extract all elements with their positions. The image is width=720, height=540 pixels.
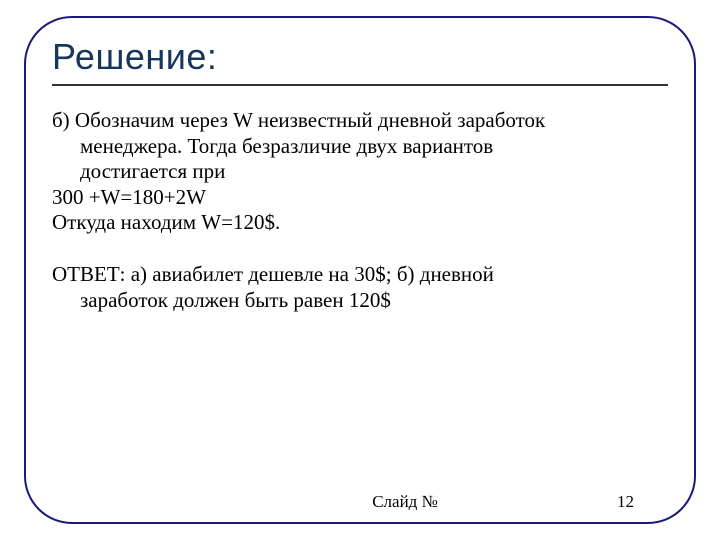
paragraph-line: достигается при bbox=[52, 159, 668, 185]
footer-label: Слайд № bbox=[372, 492, 438, 512]
slide-body: б) Обозначим через W неизвестный дневной… bbox=[52, 108, 668, 313]
answer-line: ОТВЕТ: а) авиабилет дешевле на 30$; б) д… bbox=[52, 262, 668, 288]
equation-line: 300 +W=180+2W bbox=[52, 185, 668, 211]
answer-line: заработок должен быть равен 120$ bbox=[52, 288, 668, 314]
slide-title: Решение: bbox=[52, 36, 668, 86]
answer-block: ОТВЕТ: а) авиабилет дешевле на 30$; б) д… bbox=[52, 262, 668, 313]
result-line: Откуда находим W=120$. bbox=[52, 210, 668, 236]
paragraph-line: менеджера. Тогда безразличие двух вариан… bbox=[52, 134, 668, 160]
slide-footer: Слайд № 12 bbox=[0, 492, 720, 512]
slide-content: Решение: б) Обозначим через W неизвестны… bbox=[52, 36, 668, 504]
paragraph-line: б) Обозначим через W неизвестный дневной… bbox=[52, 108, 668, 134]
slide-number: 12 bbox=[617, 492, 634, 512]
